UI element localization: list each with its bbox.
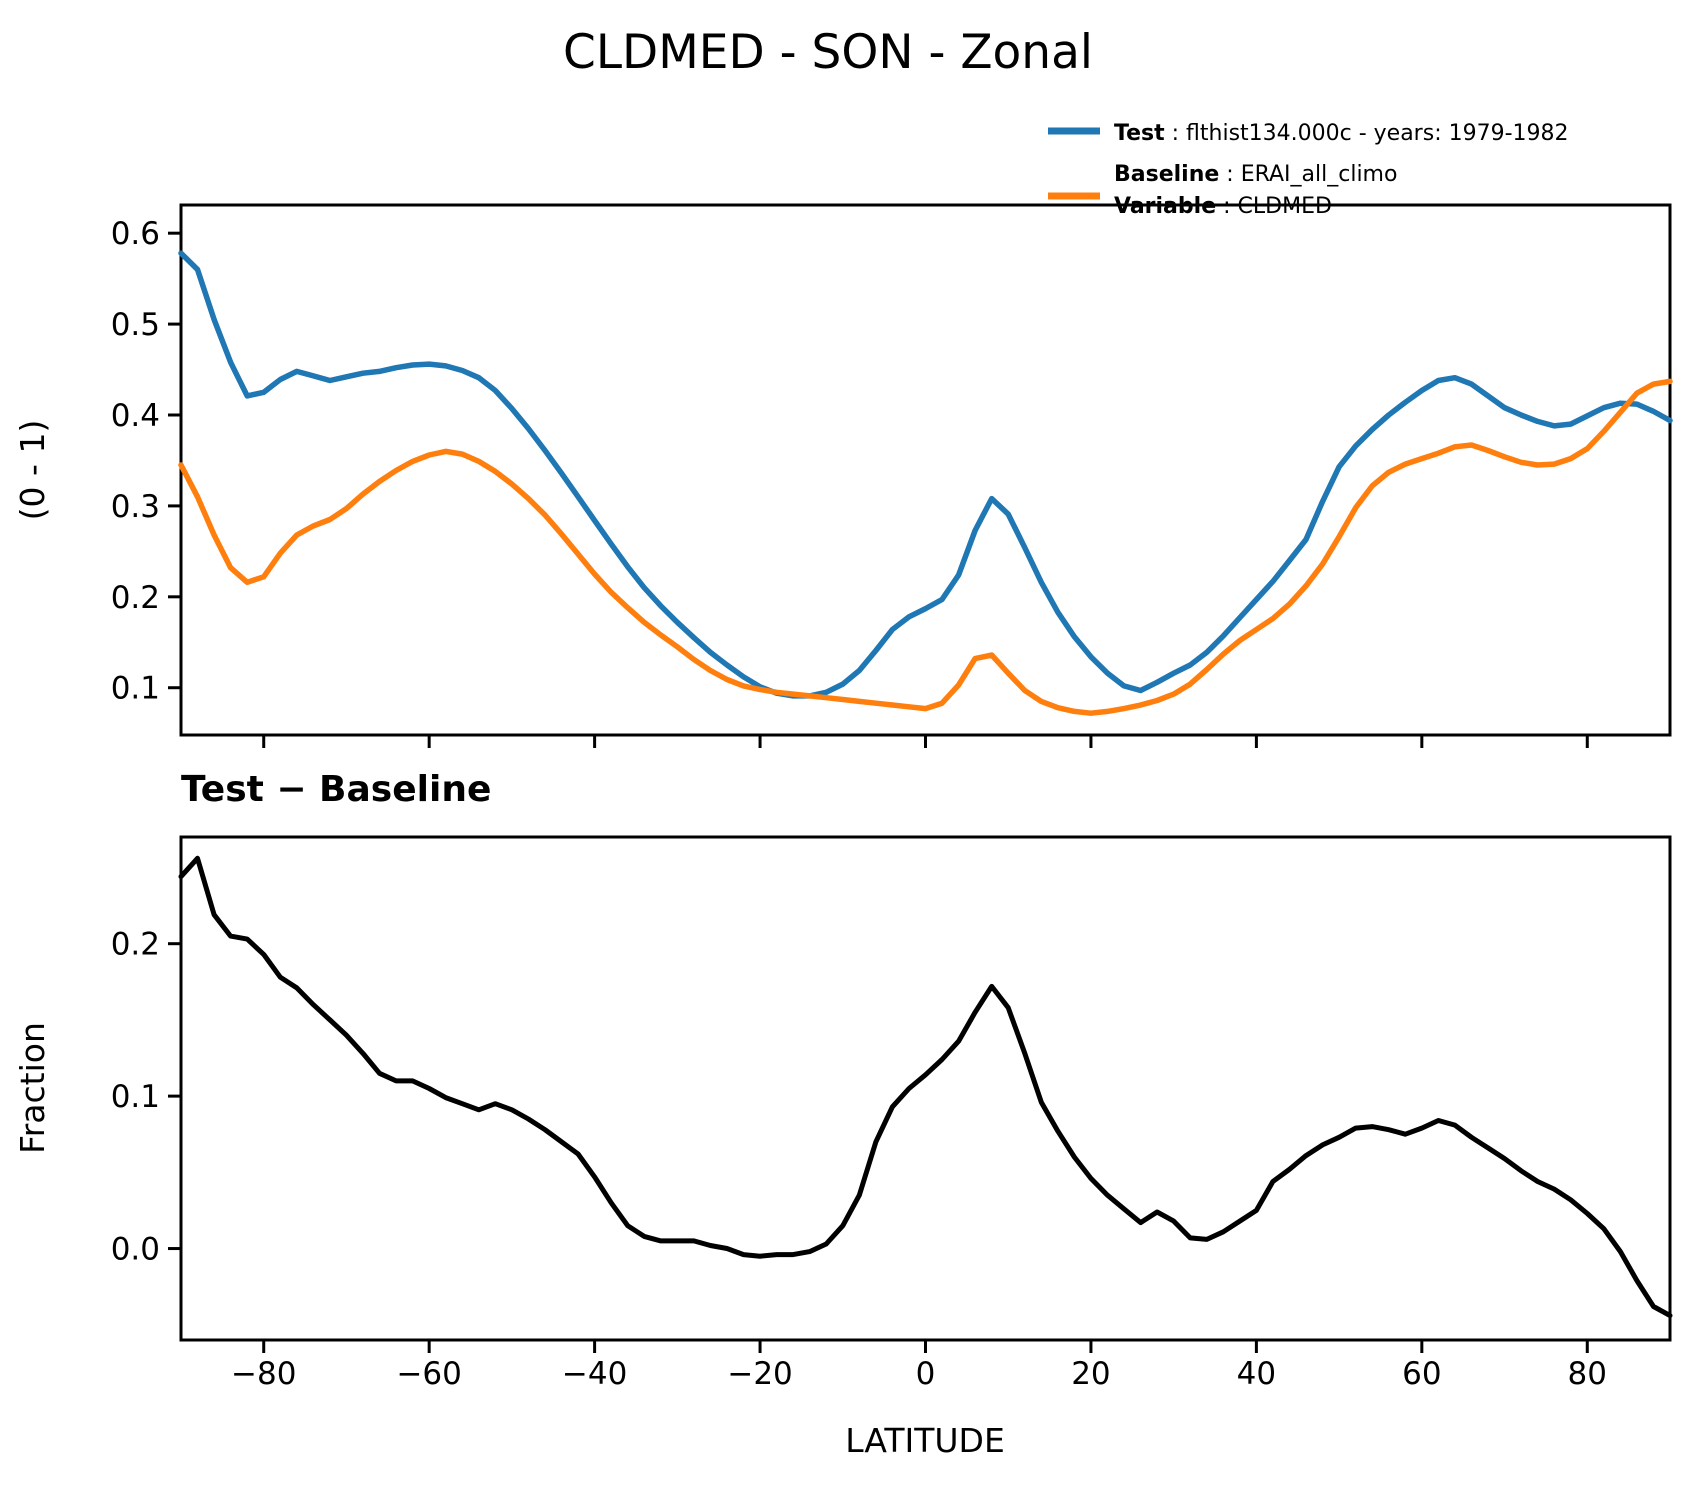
y-tick-label: 0.0	[111, 1232, 160, 1268]
x-tick-label: 0	[916, 1356, 936, 1392]
legend-baseline-label: Baseline	[1114, 162, 1219, 187]
axes-spines	[179, 203, 1672, 737]
legend-baseline-entry: Baseline : ERAI_all_climo	[1114, 162, 1397, 187]
diff-panel: −80 −60 −40 −20 0 20 40 60 80 0.0 0.1 0.2	[111, 835, 1673, 1392]
line-test	[178, 250, 1673, 699]
legend-test-entry: Test : flthist134.000c - years: 1979-198…	[1114, 121, 1569, 146]
y-tick-label: 0.6	[111, 216, 160, 252]
x-tick-label: −60	[396, 1356, 461, 1392]
legend-test-label: Test	[1114, 121, 1165, 146]
diff-panel-title: Test − Baseline	[181, 769, 491, 810]
y-tick-label: 0.4	[111, 398, 160, 434]
legend-baseline-desc: : ERAI_all_climo	[1219, 162, 1397, 187]
legend-test-desc: : flthist134.000c - years: 1979-1982	[1165, 121, 1569, 146]
axes-spines	[179, 835, 1672, 1342]
y-tick-label: 0.1	[111, 1079, 160, 1115]
x-tick-label: 80	[1568, 1356, 1607, 1392]
diff-panel-ylabel: Fraction	[13, 1022, 52, 1154]
x-tick-label: 60	[1402, 1356, 1441, 1392]
x-tick-label: 20	[1071, 1356, 1110, 1392]
x-tick-label: 40	[1237, 1356, 1276, 1392]
y-tick-label: 0.1	[111, 671, 160, 707]
line-baseline	[178, 378, 1673, 716]
x-tick-label: −20	[727, 1356, 792, 1392]
y-tick-label: 0.2	[111, 580, 160, 616]
y-tick-label: 0.2	[111, 927, 160, 963]
x-axis-label: LATITUDE	[845, 1421, 1005, 1460]
line-test-baseline	[178, 855, 1673, 1319]
x-tick-label: −40	[562, 1356, 627, 1392]
top-panel: 0.1 0.2 0.3 0.4 0.5 0.6	[111, 203, 1673, 748]
y-tick-label: 0.5	[111, 307, 160, 343]
top-panel-ylabel: (0 - 1)	[13, 420, 52, 521]
x-tick-label: −80	[231, 1356, 296, 1392]
y-tick-label: 0.3	[111, 489, 160, 525]
figure-title: CLDMED - SON - Zonal	[563, 25, 1093, 80]
